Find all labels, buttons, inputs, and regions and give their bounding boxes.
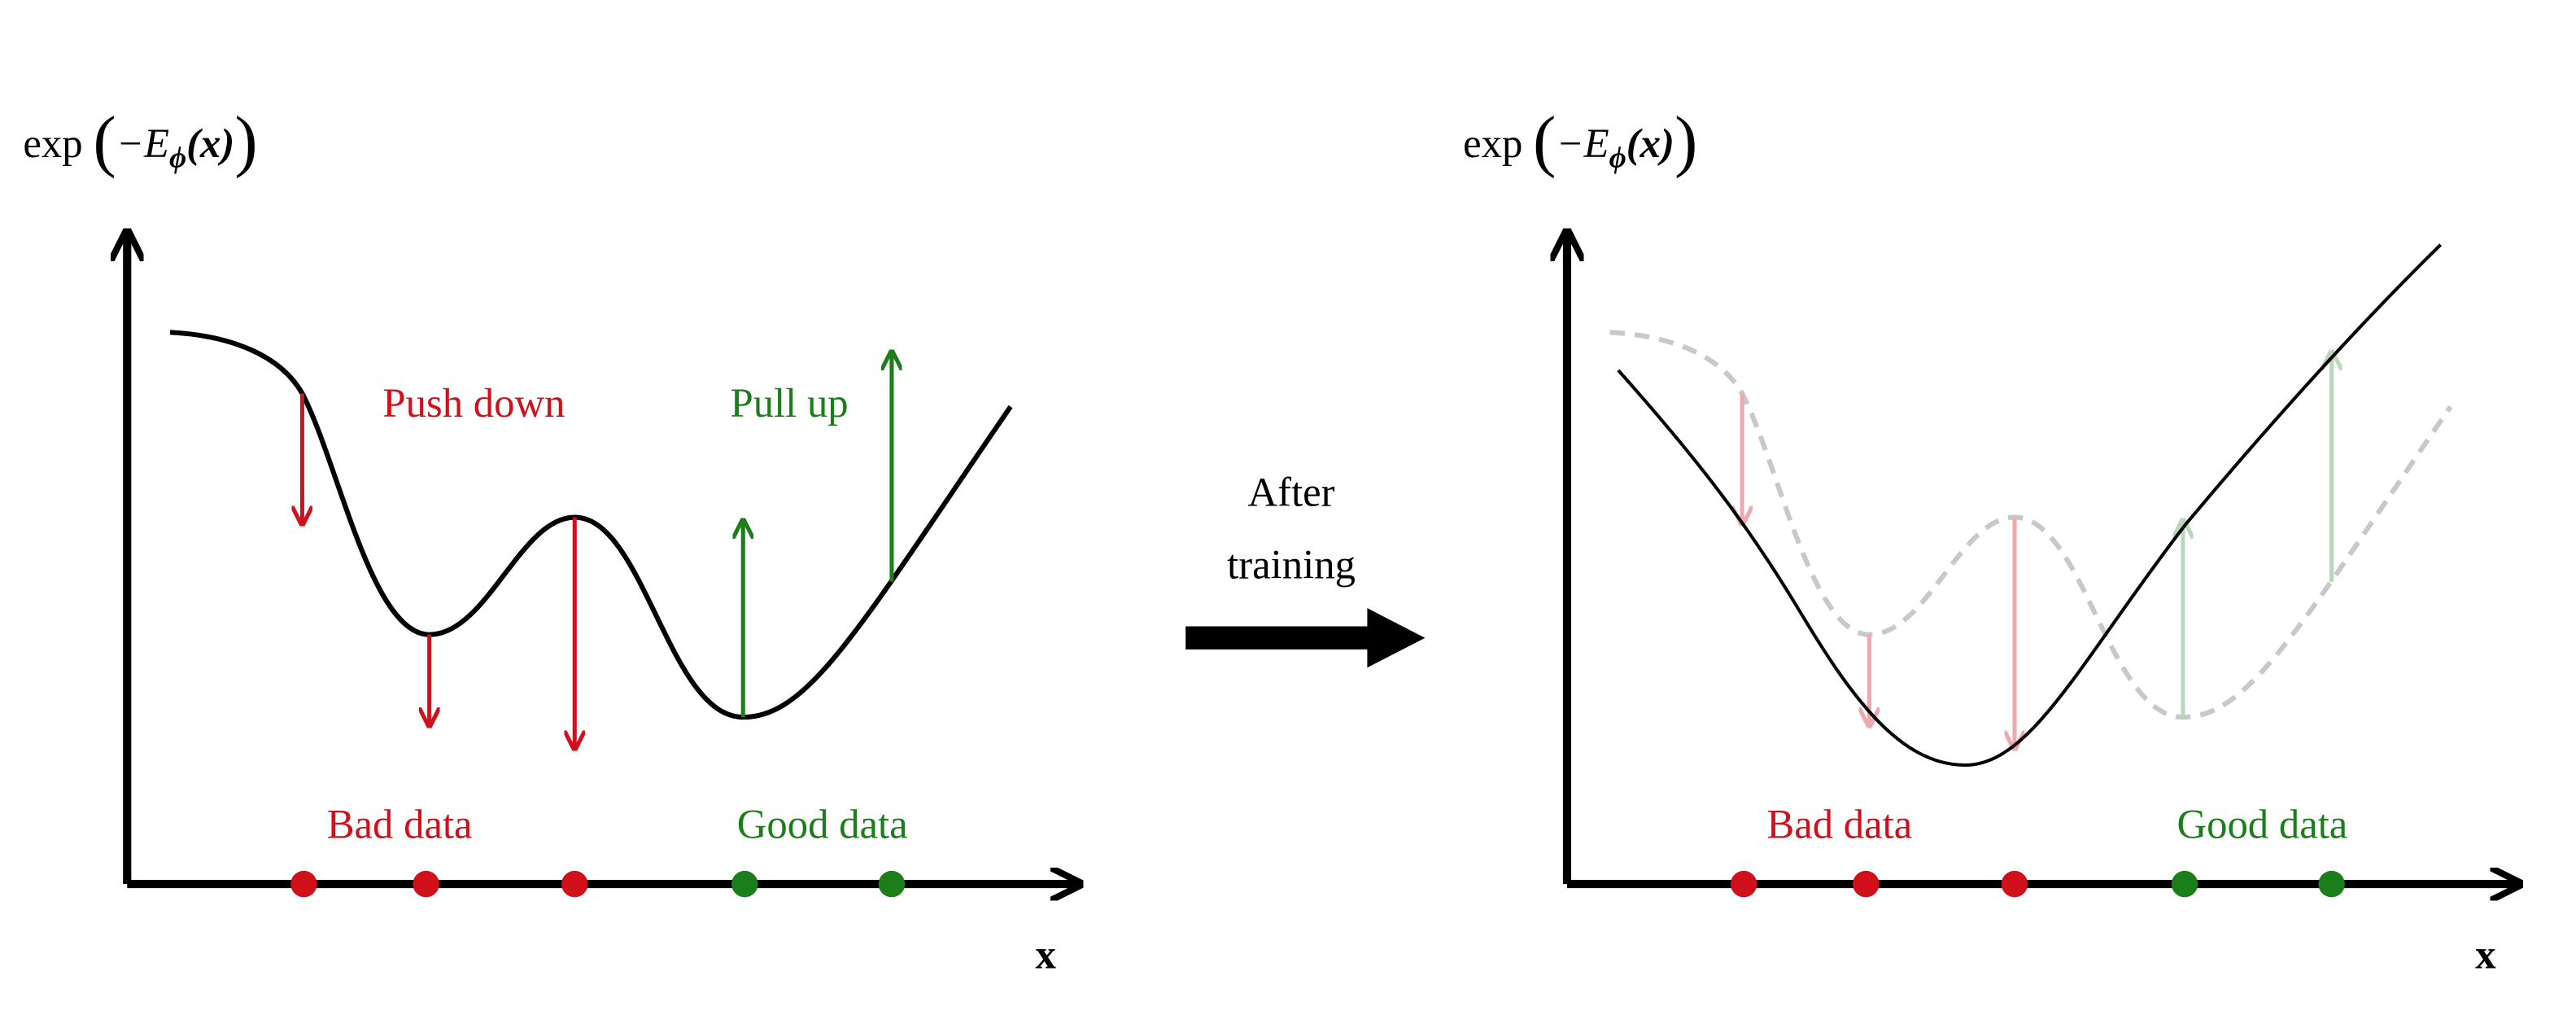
faded-pull-arrows [2183, 354, 2332, 718]
right-panel: exp (−Eϕ(x)) x Bad data Good data [1463, 103, 2517, 978]
push-arrows [302, 393, 574, 746]
x-label: x [2475, 932, 2496, 978]
push-label: Push down [382, 380, 565, 426]
transition: After training [1185, 469, 1426, 668]
data-points [1730, 870, 2345, 898]
faded-push-arrows [1742, 393, 2015, 746]
transition-line: training [1227, 542, 1356, 588]
energy-curve [169, 330, 1013, 720]
transition-line: After [1248, 469, 1335, 514]
bad-label: Bad data [1766, 801, 1912, 846]
pull-arrows [743, 354, 892, 718]
x-label: x [1035, 932, 1056, 978]
good-label: Good data [737, 801, 908, 846]
old-curve [1609, 330, 2453, 720]
transition-arrow [1185, 608, 1426, 668]
good-label: Good data [2177, 801, 2347, 846]
data-points [290, 870, 906, 898]
energy-curve [1617, 243, 2443, 768]
y-label: exp (−Eϕ(x)) [1463, 103, 1697, 179]
y-label: exp (−Eϕ(x)) [23, 103, 257, 179]
pull-label: Pull up [731, 380, 849, 426]
left-panel: exp (−Eϕ(x)) x Push down Pull up Bad dat… [23, 103, 1076, 978]
bad-label: Bad data [327, 801, 473, 846]
